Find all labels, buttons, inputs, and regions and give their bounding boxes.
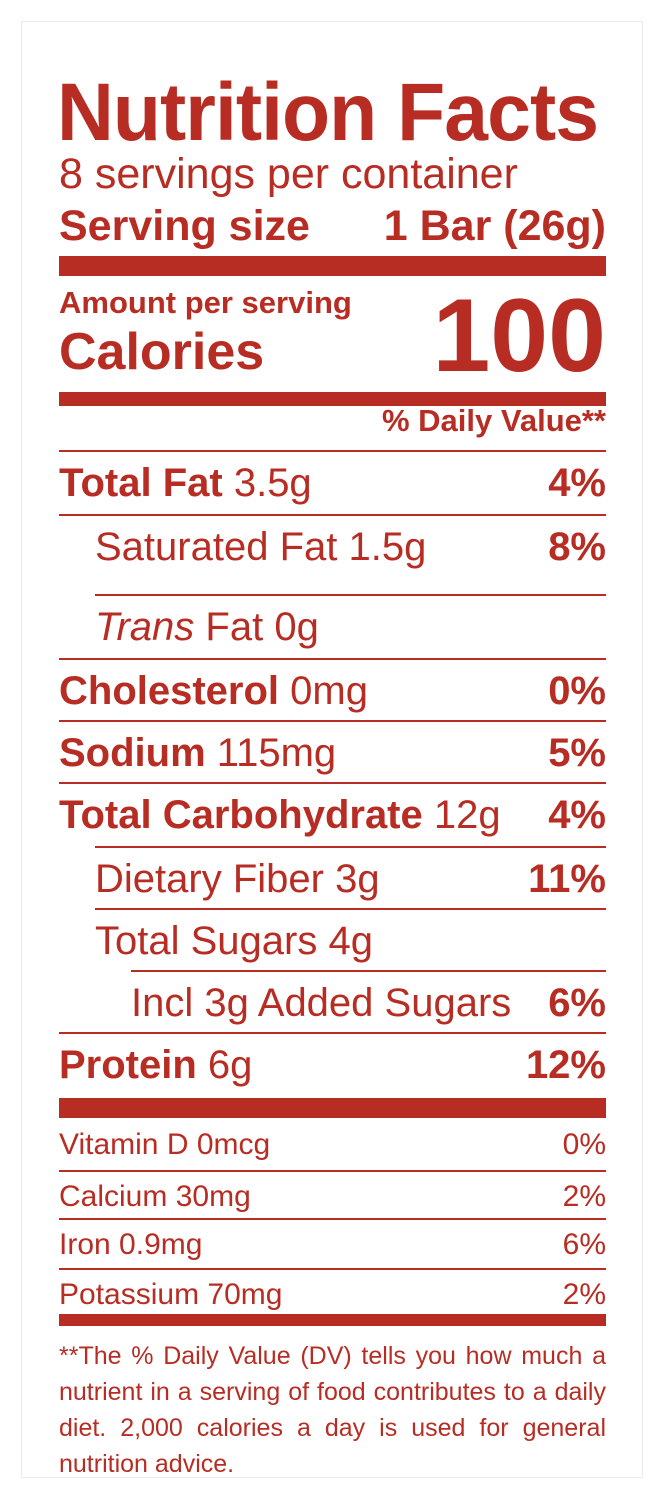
- nutrient-row-saturated-fat: Saturated Fat 1.5g 8%: [59, 516, 606, 578]
- nutrient-row-protein: Protein 6g 12%: [59, 1034, 606, 1096]
- nutrient-dv: 11%: [528, 856, 606, 901]
- row-divider: [59, 1268, 606, 1270]
- nutrient-amount: 4g: [328, 918, 373, 963]
- vitamin-row-potassium: Potassium 70mg 2%: [59, 1270, 606, 1320]
- nutrition-facts-panel: Nutrition Facts 8 servings per container…: [22, 22, 642, 1478]
- nutrient-amount: 3.5g: [233, 460, 312, 505]
- nutrient-amount: 0mg: [290, 668, 368, 713]
- nutrient-name: Fat: [205, 604, 264, 649]
- label-title: Nutrition Facts: [57, 67, 599, 158]
- nutrient-name: Sodium: [59, 730, 206, 775]
- nutrient-row-sodium: Sodium 115mg 5%: [59, 722, 606, 784]
- vitamin-amount: 70mg: [207, 1278, 283, 1311]
- vitamin-name: Potassium: [59, 1278, 200, 1311]
- row-divider: [59, 720, 606, 722]
- nutrient-amount: 6g: [207, 1042, 253, 1087]
- thick-divider: [59, 256, 606, 276]
- row-divider: [59, 514, 606, 516]
- vitamin-dv: 2%: [562, 1180, 606, 1213]
- nutrient-dv: 0%: [548, 668, 606, 713]
- vitamin-amount: 0mcg: [196, 1128, 271, 1161]
- vitamin-row-iron: Iron 0.9mg 6%: [59, 1220, 606, 1270]
- row-divider: [59, 1170, 606, 1172]
- serving-size-row: Serving size 1 Bar (26g): [59, 202, 606, 250]
- vitamin-name: Calcium: [59, 1180, 168, 1213]
- nutrient-amount: 115mg: [216, 730, 337, 775]
- row-divider: [95, 846, 606, 848]
- nutrient-name: Protein: [59, 1042, 197, 1087]
- nutrient-dv: 5%: [548, 730, 606, 775]
- row-divider: [59, 1032, 606, 1034]
- servings-per-container: 8 servings per container: [59, 150, 518, 198]
- vitamin-amount: 0.9mg: [119, 1228, 203, 1261]
- amount-per-serving: Amount per serving: [59, 285, 352, 320]
- nutrient-name: Incl 3g Added Sugars: [131, 980, 512, 1025]
- nutrient-row-total-sugars: Total Sugars 4g: [59, 910, 606, 972]
- row-divider: [95, 908, 606, 910]
- row-divider: [59, 1218, 606, 1220]
- nutrient-name-italic: Trans: [95, 604, 195, 649]
- nutrient-row-total-fat: Total Fat 3.5g 4%: [59, 452, 606, 514]
- nutrient-amount: 1.5g: [348, 524, 427, 569]
- nutrient-amount: 0g: [274, 604, 319, 649]
- nutrient-name: Total Carbohydrate: [59, 792, 423, 837]
- vitamin-name: Iron: [59, 1228, 111, 1261]
- row-divider: [59, 450, 606, 452]
- row-divider: [59, 658, 606, 660]
- row-divider: [59, 782, 606, 784]
- nutrient-amount: 12g: [433, 792, 501, 837]
- daily-value-footnote: **The % Daily Value (DV) tells you how m…: [59, 1342, 606, 1478]
- vitamin-dv: 2%: [562, 1278, 606, 1311]
- nutrition-facts-content: Nutrition Facts 8 servings per container…: [57, 22, 606, 1478]
- nutrient-name: Total Fat: [59, 460, 223, 505]
- nutrient-row-cholesterol: Cholesterol 0mg 0%: [59, 660, 606, 722]
- daily-value-header: % Daily Value**: [381, 403, 606, 438]
- nutrient-dv: 4%: [548, 460, 606, 505]
- row-divider: [95, 594, 606, 596]
- vitamin-amount: 30mg: [175, 1180, 251, 1213]
- nutrient-name: Total Sugars: [95, 918, 318, 963]
- vitamin-row-vitamin-d: Vitamin D 0mcg 0%: [59, 1120, 606, 1170]
- nutrient-dv: 4%: [548, 792, 606, 837]
- nutrient-row-total-carbohydrate: Total Carbohydrate 12g 4%: [59, 784, 606, 846]
- serving-size-label: Serving size: [59, 202, 310, 250]
- nutrient-dv: 8%: [548, 524, 606, 569]
- calories-value: 100: [432, 278, 606, 394]
- nutrient-amount: 3g: [335, 856, 380, 901]
- serving-size-value: 1 Bar (26g): [383, 202, 606, 250]
- vitamin-row-calcium: Calcium 30mg 2%: [59, 1172, 606, 1222]
- calories-label: Calories: [59, 323, 265, 381]
- vitamin-dv: 6%: [562, 1228, 606, 1261]
- calories-divider: [59, 392, 606, 406]
- nutrient-dv: 12%: [525, 1042, 606, 1087]
- nutrient-name: Saturated Fat: [95, 524, 338, 569]
- nutrient-dv: 6%: [548, 980, 606, 1025]
- thick-divider: [59, 1098, 606, 1118]
- row-divider: [131, 970, 606, 972]
- nutrient-row-added-sugars: Incl 3g Added Sugars 6%: [59, 972, 606, 1034]
- vitamin-dv: 0%: [562, 1128, 606, 1161]
- footnote-divider: [59, 1314, 606, 1326]
- vitamin-name: Vitamin D: [59, 1128, 189, 1161]
- nutrient-name: Dietary Fiber: [95, 856, 324, 901]
- nutrient-name: Cholesterol: [59, 668, 280, 713]
- nutrient-row-trans-fat: Trans Fat 0g: [59, 596, 606, 658]
- nutrient-row-dietary-fiber: Dietary Fiber 3g 11%: [59, 848, 606, 910]
